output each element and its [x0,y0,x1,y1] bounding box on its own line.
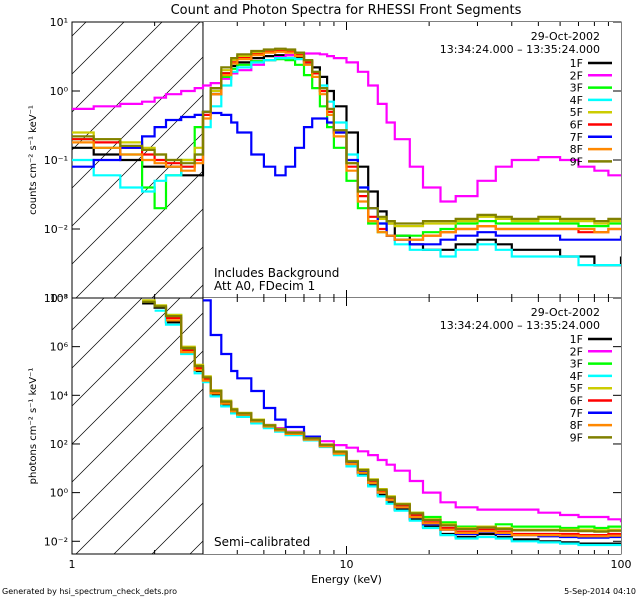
photon-x-tick-label: 1 [69,558,76,571]
count-legend-label-6f: 6F [570,119,583,132]
photon-legend-label-7f: 7F [570,407,583,420]
count-y-tick-label: 10⁻³ [44,292,68,305]
photon-legend-label-8f: 8F [570,419,583,432]
photon-spectra-panel: 10⁻² 10⁰ 10² 10⁴ 10⁶ 10⁸ 1 10 100 Energy (keV) pho… [28,292,632,586]
count-y-tick-label: 10¹ [50,16,68,29]
photon-legend-label-5f: 5F [570,382,583,395]
count-legend-label-3f: 3F [570,82,583,95]
photon-y-tick-label: 10⁻² [44,535,68,548]
count-series-9f [72,47,621,225]
footer-generated-by: Generated by hsi_spectrum_check_dets.pro [2,587,177,596]
photon-legend-label-2f: 2F [570,345,583,358]
count-series-7f [72,110,621,246]
count-annotation-1: Att A0, FDecim 1 [214,279,315,293]
photon-x-tick-label: 100 [611,558,632,571]
photon-y-tick-label: 10⁸ [50,292,69,305]
count-legend-label-5f: 5F [570,106,583,119]
count-series-2f [72,52,621,203]
photon-annotation-0: Semi–calibrated [214,535,310,549]
photon-y-tick-label: 10⁶ [50,341,69,354]
photon-y-tick-label: 10² [50,438,68,451]
count-y-tick-label: 10⁻¹ [44,154,68,167]
photon-y-tick-label: 10⁰ [50,487,69,500]
count-hatch-line [72,22,125,75]
count-hatch-line [72,22,163,113]
photon-legend-label-1f: 1F [570,333,583,346]
count-y-tick-label: 10⁰ [50,85,69,98]
count-legend-label-8f: 8F [570,143,583,156]
photon-hatch-line [72,298,105,331]
figure-title: Count and Photon Spectra for RHESSI Fron… [171,3,522,18]
photon-y-axis-label: photons cm⁻² s⁻¹ keV⁻¹ [28,368,39,485]
photon-series-9f [142,300,621,533]
count-series-group [72,47,621,267]
count-legend-label-9f: 9F [570,155,583,168]
count-time-range-label: 13:34:24.000 – 13:35:24.000 [440,43,600,56]
photon-hatch-line [72,298,181,407]
photon-hatch-line [72,298,143,369]
photon-series-group [142,299,621,547]
footer-date: 5-Sep-2014 04:10 [564,587,636,596]
photon-legend-label-9f: 9F [570,431,583,444]
count-spectra-panel: 10⁻³ 10⁻² 10⁻¹ 10⁰ 10¹ counts cm⁻² s⁻¹ keV⁻¹ 2… [28,16,622,305]
photon-series-4f [154,309,621,547]
count-legend-label-1f: 1F [570,57,583,70]
count-date-label: 29-Oct-2002 [531,30,600,43]
count-legend-label-2f: 2F [570,69,583,82]
photon-legend-label-6f: 6F [570,395,583,408]
count-series-8f [72,50,621,241]
photon-x-tick-label: 10 [340,558,354,571]
photon-y-tick-label: 10⁴ [50,389,69,402]
count-hatch-mask [202,22,621,298]
count-legend-label-7f: 7F [570,131,583,144]
count-legend-label-4f: 4F [570,94,583,107]
count-hatched-region [72,22,621,298]
photon-legend-label-3f: 3F [570,358,583,371]
photon-date-label: 29-Oct-2002 [531,306,600,319]
count-y-axis-label: counts cm⁻² s⁻¹ keV⁻¹ [28,105,39,215]
photon-time-range-label: 13:34:24.000 – 13:35:24.000 [440,319,600,332]
photon-x-axis-label: Energy (keV) [311,573,382,586]
count-annotation-0: Includes Background [214,266,339,280]
count-y-tick-label: 10⁻² [44,223,68,236]
photon-legend-label-4f: 4F [570,370,583,383]
